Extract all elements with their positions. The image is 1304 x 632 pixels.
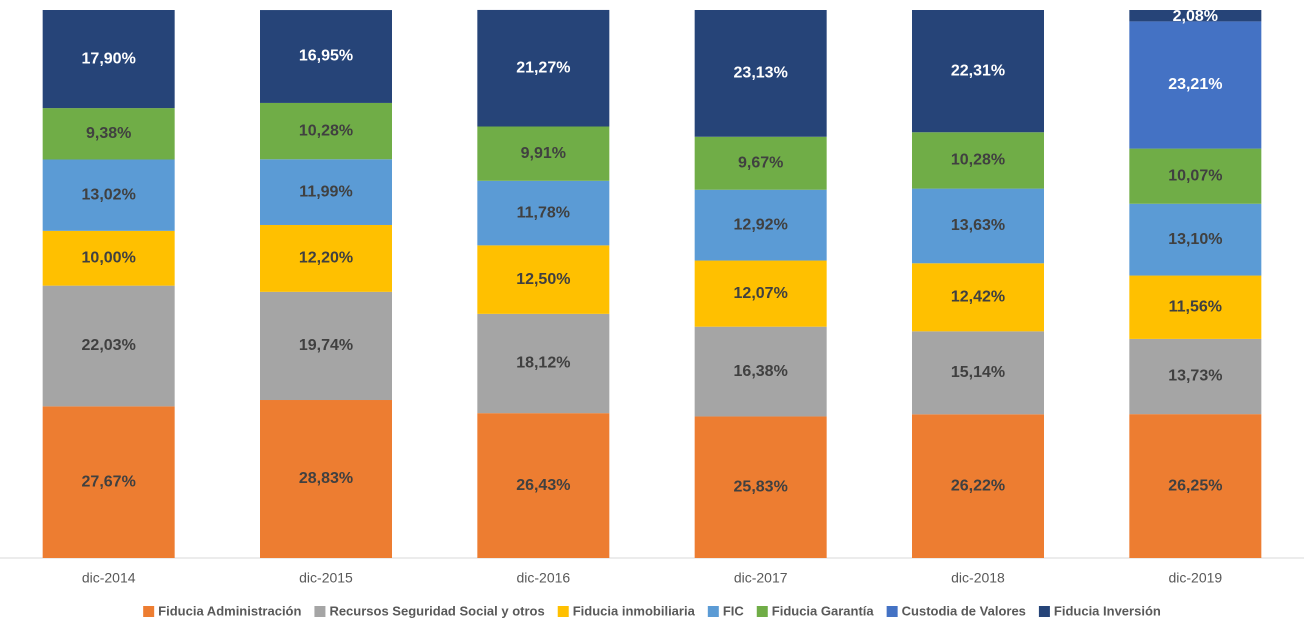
- data-label: 11,78%: [517, 204, 570, 221]
- bar-segment: [912, 263, 1044, 332]
- data-label: 9,67%: [738, 154, 783, 171]
- legend-label: Fiducia Administración: [158, 603, 301, 618]
- bar-segment: [42, 285, 175, 407]
- data-label: 12,50%: [516, 271, 570, 288]
- bar-segment: [42, 108, 175, 160]
- legend-swatch: [886, 606, 898, 617]
- legend: Fiducia Administración Recursos Seguridad…: [143, 603, 1161, 618]
- legend-label: Fiducia inmobiliaria: [573, 603, 696, 618]
- bar-segment: [912, 414, 1044, 558]
- data-label: 13,73%: [1168, 368, 1222, 385]
- data-label: 16,38%: [734, 363, 788, 380]
- x-tick-label: dic-2018: [951, 570, 1005, 586]
- legend-swatch: [557, 606, 569, 617]
- legend-swatch: [756, 606, 768, 617]
- data-label: 27,67%: [82, 473, 136, 490]
- x-tick-label: dic-2017: [734, 570, 788, 586]
- x-tick-label: dic-2015: [299, 570, 353, 586]
- bar-segment: [912, 10, 1044, 133]
- bar-segment: [694, 136, 827, 190]
- data-label: 10,07%: [1168, 167, 1222, 184]
- x-tick-label: dic-2019: [1168, 570, 1222, 586]
- bar-segment: [1129, 203, 1262, 276]
- bar-segment: [912, 331, 1044, 415]
- bar-segment: [477, 413, 610, 558]
- data-label: 25,83%: [734, 478, 788, 495]
- bar-segment: [694, 326, 827, 417]
- bar-segment: [1129, 148, 1262, 204]
- data-label: 10,00%: [82, 249, 136, 266]
- data-label: 10,28%: [951, 152, 1005, 169]
- data-label: 26,25%: [1168, 477, 1222, 494]
- bar-segment: [694, 189, 827, 261]
- bar-segment: [477, 126, 610, 181]
- bar-segment: [694, 416, 827, 558]
- bar-segment: [1129, 338, 1262, 415]
- bar-segment: [477, 180, 610, 246]
- data-label: 9,38%: [86, 125, 131, 142]
- bar-segment: [912, 188, 1044, 264]
- data-label: 23,13%: [734, 65, 788, 82]
- data-label: 21,27%: [516, 59, 570, 76]
- data-label: 12,42%: [951, 289, 1005, 306]
- bar-segment: [1129, 414, 1262, 558]
- bar-segment: [694, 260, 827, 327]
- data-label: 11,99%: [299, 183, 352, 200]
- bar-segment: [477, 9, 610, 127]
- data-label: 12,20%: [299, 250, 353, 267]
- data-label: 11,56%: [1169, 298, 1222, 315]
- bar-segment: [42, 230, 175, 286]
- data-label: 16,95%: [299, 48, 353, 65]
- bar-segment: [477, 245, 610, 314]
- data-label: 22,03%: [82, 337, 136, 354]
- legend-label: Fiducia Garantía: [772, 603, 875, 618]
- data-label: 18,12%: [516, 355, 570, 372]
- data-label: 26,43%: [516, 477, 570, 494]
- data-label: 28,83%: [299, 470, 353, 487]
- bar-segment: [1129, 21, 1262, 149]
- legend-label: Recursos Seguridad Social y otros: [329, 603, 544, 618]
- x-tick-label: dic-2014: [82, 570, 136, 586]
- data-label: 10,28%: [299, 122, 353, 139]
- legend-swatch: [1038, 606, 1050, 617]
- data-label: 12,07%: [734, 285, 788, 302]
- bar-segment: [260, 159, 392, 225]
- bar-segment: [42, 10, 175, 109]
- legend-swatch: [314, 606, 326, 617]
- bar-segment: [42, 159, 175, 231]
- bar-segment: [694, 10, 827, 137]
- data-label: 26,22%: [951, 477, 1005, 494]
- legend-swatch: [143, 606, 155, 617]
- data-label: 17,90%: [82, 50, 136, 67]
- bar-segment: [260, 102, 392, 160]
- bar-segment: [42, 406, 175, 558]
- bar-segment: [1129, 275, 1262, 339]
- data-label: 13,10%: [1168, 231, 1222, 248]
- data-label: 2,08%: [1173, 8, 1218, 25]
- legend-swatch: [707, 606, 719, 617]
- data-label: 15,14%: [951, 364, 1005, 381]
- data-label: 19,74%: [299, 337, 353, 354]
- bar-segment: [260, 291, 392, 401]
- bar-segment: [260, 400, 392, 558]
- bar-segment: [912, 132, 1044, 189]
- data-label: 9,91%: [521, 145, 566, 162]
- legend-label: FIC: [723, 603, 745, 618]
- x-tick-label: dic-2016: [516, 570, 570, 586]
- legend-label: Fiducia Inversión: [1054, 603, 1161, 618]
- data-label: 13,02%: [82, 186, 136, 203]
- bar-segment: [1129, 10, 1262, 22]
- bar-segment: [260, 10, 392, 103]
- data-label: 22,31%: [951, 62, 1005, 79]
- data-label: 13,63%: [951, 217, 1005, 234]
- data-label: 23,21%: [1168, 76, 1222, 93]
- bar-segment: [477, 313, 610, 414]
- data-label: 12,92%: [734, 216, 788, 233]
- bar-segment: [260, 224, 392, 292]
- legend-label: Custodia de Valores: [902, 603, 1026, 618]
